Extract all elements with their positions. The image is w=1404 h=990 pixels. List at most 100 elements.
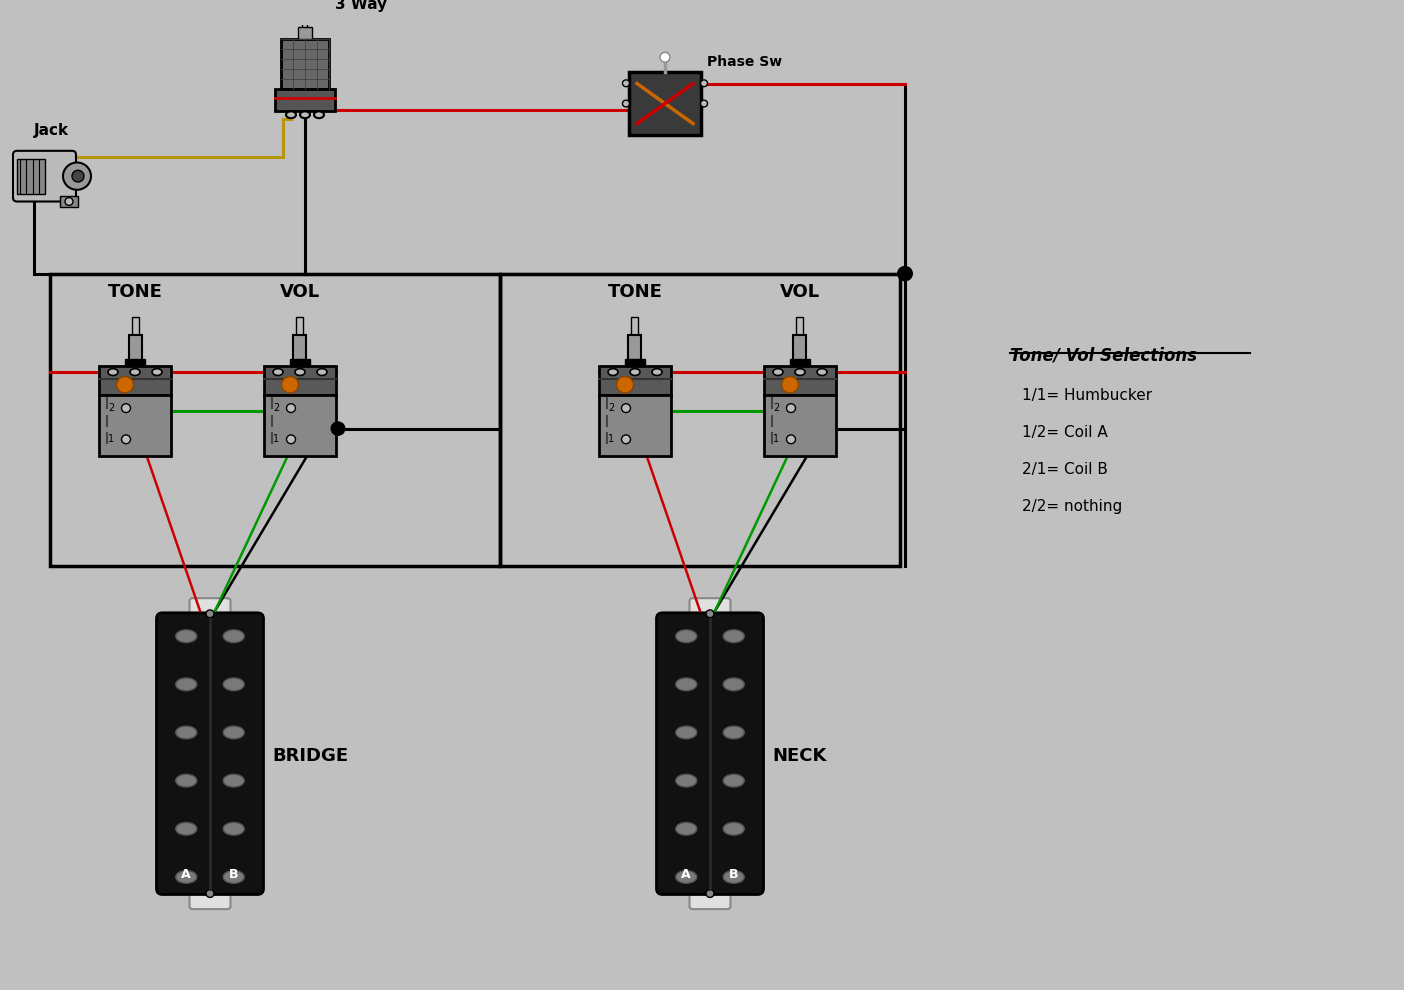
Circle shape (65, 198, 73, 205)
Bar (291, 359, 310, 365)
Ellipse shape (176, 726, 197, 739)
Bar (600, 366, 671, 395)
Text: 2: 2 (272, 403, 279, 413)
Circle shape (622, 100, 629, 107)
Bar (600, 395, 671, 455)
Ellipse shape (300, 0, 310, 9)
Bar (302, 9, 307, 28)
Circle shape (701, 80, 708, 87)
Ellipse shape (630, 368, 640, 375)
Circle shape (706, 610, 715, 618)
Circle shape (782, 376, 799, 393)
Text: 1/2= Coil A: 1/2= Coil A (1022, 425, 1108, 440)
Circle shape (72, 170, 84, 182)
Ellipse shape (723, 823, 744, 836)
Bar (796, 318, 803, 335)
Text: 1: 1 (608, 435, 614, 445)
Ellipse shape (295, 368, 305, 375)
Ellipse shape (176, 678, 197, 691)
Circle shape (117, 376, 133, 393)
Text: VOL: VOL (279, 283, 320, 301)
Circle shape (286, 435, 295, 444)
Text: 1: 1 (272, 435, 279, 445)
Bar (264, 366, 336, 395)
Ellipse shape (176, 823, 197, 836)
Text: Jack: Jack (34, 123, 69, 139)
Text: 2/1= Coil B: 2/1= Coil B (1022, 461, 1108, 477)
Bar (125, 359, 145, 365)
Bar (764, 366, 835, 395)
Circle shape (622, 435, 630, 444)
Circle shape (701, 100, 708, 107)
Text: 3 Way: 3 Way (336, 0, 388, 12)
Circle shape (622, 404, 630, 413)
Text: BRIDGE: BRIDGE (272, 747, 348, 765)
Text: 2: 2 (608, 403, 614, 413)
Circle shape (330, 422, 345, 436)
Ellipse shape (723, 870, 744, 883)
Circle shape (63, 162, 91, 190)
Ellipse shape (176, 630, 197, 643)
Text: 2: 2 (108, 403, 114, 413)
Ellipse shape (108, 368, 118, 375)
Circle shape (281, 376, 299, 393)
Ellipse shape (176, 870, 197, 883)
FancyBboxPatch shape (17, 158, 45, 194)
Ellipse shape (300, 111, 310, 118)
FancyBboxPatch shape (190, 598, 230, 622)
Ellipse shape (223, 870, 244, 883)
Text: 1/1= Humbucker: 1/1= Humbucker (1022, 388, 1153, 403)
Ellipse shape (675, 774, 696, 787)
Ellipse shape (723, 726, 744, 739)
Ellipse shape (675, 726, 696, 739)
Ellipse shape (675, 630, 696, 643)
FancyBboxPatch shape (60, 196, 79, 207)
Bar (296, 318, 303, 335)
Ellipse shape (317, 368, 327, 375)
Text: 2/2= nothing: 2/2= nothing (1022, 499, 1122, 514)
Bar (626, 362, 644, 366)
Bar (790, 359, 810, 365)
Ellipse shape (152, 368, 161, 375)
Ellipse shape (675, 678, 696, 691)
Bar (100, 395, 171, 455)
Text: TONE: TONE (108, 283, 163, 301)
Text: 1: 1 (774, 435, 779, 445)
Bar (625, 359, 644, 365)
Circle shape (206, 610, 213, 618)
Ellipse shape (651, 368, 663, 375)
Circle shape (616, 376, 633, 393)
Ellipse shape (795, 368, 804, 375)
Circle shape (122, 404, 131, 413)
Ellipse shape (223, 726, 244, 739)
Ellipse shape (675, 823, 696, 836)
Ellipse shape (723, 678, 744, 691)
Circle shape (122, 435, 131, 444)
FancyBboxPatch shape (156, 613, 264, 895)
Bar (100, 366, 171, 395)
Text: 1: 1 (108, 435, 114, 445)
Bar (629, 335, 642, 362)
Ellipse shape (223, 774, 244, 787)
FancyBboxPatch shape (689, 886, 730, 909)
Bar (291, 362, 309, 366)
Bar (632, 318, 639, 335)
Ellipse shape (272, 368, 284, 375)
Circle shape (706, 890, 715, 897)
Text: A: A (681, 868, 691, 881)
FancyBboxPatch shape (657, 613, 764, 895)
Bar (51, 273, 500, 566)
Ellipse shape (817, 368, 827, 375)
Ellipse shape (774, 368, 783, 375)
Circle shape (660, 52, 670, 62)
Ellipse shape (223, 678, 244, 691)
Bar (293, 335, 306, 362)
Ellipse shape (723, 774, 744, 787)
Bar (500, 273, 900, 566)
Bar (264, 395, 336, 455)
Circle shape (622, 80, 629, 87)
Bar (298, 27, 312, 39)
Text: A: A (181, 868, 191, 881)
Text: B: B (229, 868, 239, 881)
FancyBboxPatch shape (190, 886, 230, 909)
